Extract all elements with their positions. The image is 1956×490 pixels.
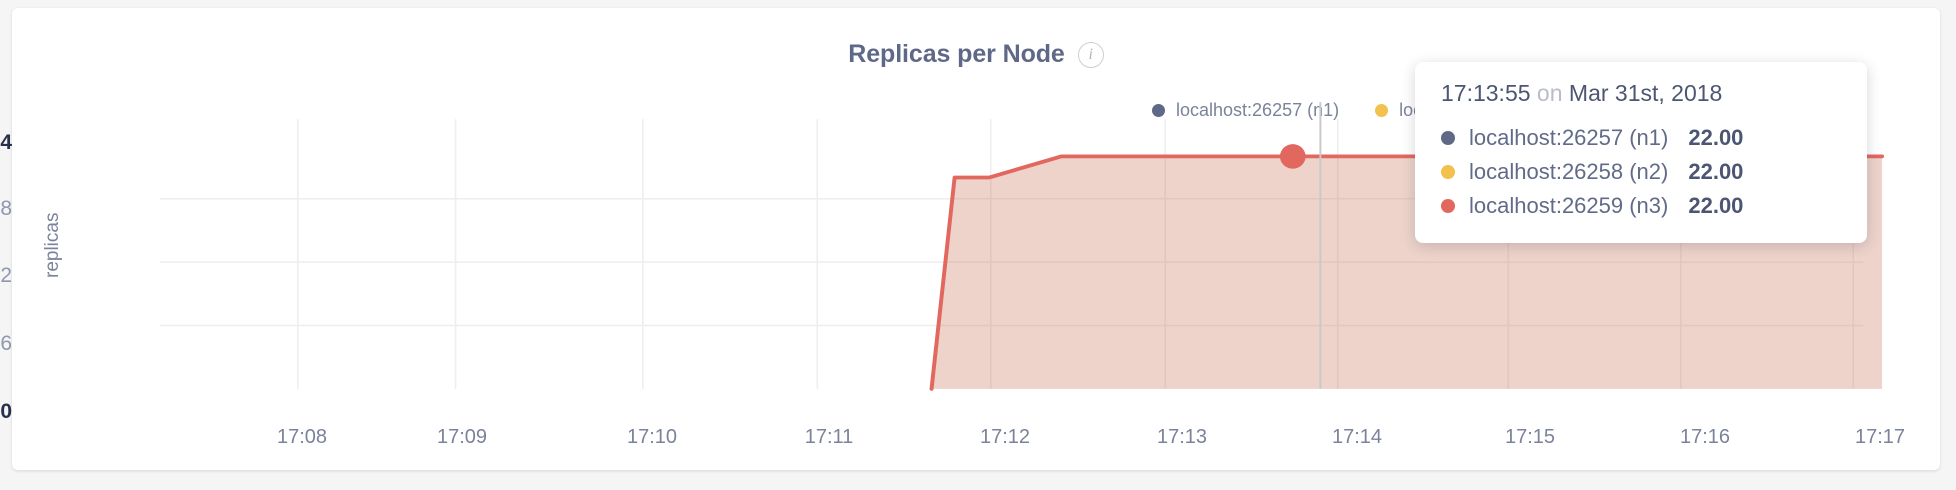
chart-card: Replicas per Node i localhost:26257 (n1)… [0, 8, 1940, 470]
y-axis-tick-1: 18 [0, 197, 12, 220]
y-axis-tick-4: 0 [0, 400, 12, 423]
tooltip-series-value: 22.00 [1688, 193, 1744, 218]
legend-item-1[interactable]: localhost:26257 (n1) [1152, 100, 1339, 121]
tooltip-series-value: 22.00 [1688, 159, 1744, 184]
x-axis-tick-7: 17:15 [1504, 426, 1556, 448]
x-axis-tick-4: 17:12 [979, 426, 1031, 448]
x-axis-tick-8: 17:16 [1679, 426, 1731, 448]
tooltip-header: 17:13:55 on Mar 31st, 2018 [1441, 80, 1841, 107]
highlighted-data-point[interactable] [1279, 144, 1306, 169]
tooltip-on-word: on [1536, 80, 1563, 106]
tooltip-series-name: localhost:26259 (n3) [1469, 193, 1669, 218]
x-axis-tick-3: 17:11 [804, 426, 854, 448]
legend-color-dot [1152, 104, 1165, 117]
tooltip-series-name: localhost:26258 (n2) [1469, 159, 1669, 184]
legend-color-dot [1375, 104, 1389, 117]
y-axis-label: replicas [42, 212, 63, 278]
chart-header: Replicas per Node i [12, 40, 1940, 69]
hover-tooltip: 17:13:55 on Mar 31st, 2018 localhost:262… [1415, 62, 1867, 243]
tooltip-series-value: 22.00 [1688, 125, 1744, 150]
x-axis-tick-5: 17:13 [1156, 426, 1208, 448]
tooltip-series-name: localhost:26257 (n1) [1469, 125, 1669, 150]
y-axis-tick-2: 12 [0, 264, 12, 287]
page-title: Replicas per Node [848, 40, 1065, 68]
tooltip-row: localhost:26258 (n2) 22.00 [1441, 155, 1841, 189]
info-icon[interactable]: i [1077, 41, 1104, 68]
tooltip-date: Mar 31st, 2018 [1568, 80, 1723, 106]
x-axis-tick-0: 17:08 [276, 426, 328, 448]
x-axis-tick-6: 17:14 [1331, 426, 1383, 448]
y-axis-tick-3: 6 [0, 332, 12, 355]
y-axis-tick-0: 24 [0, 131, 12, 154]
legend-item-label: localhost:26257 (n1) [1176, 100, 1340, 120]
tooltip-color-dot [1441, 131, 1455, 145]
x-axis-tick-9: 17:17 [1854, 426, 1906, 448]
x-axis-tick-1: 17:09 [436, 426, 488, 448]
tooltip-color-dot [1441, 199, 1455, 213]
tooltip-row: localhost:26257 (n1) 22.00 [1441, 121, 1841, 155]
x-axis-tick-2: 17:10 [626, 426, 678, 448]
tooltip-time: 17:13:55 [1441, 80, 1531, 106]
tooltip-color-dot [1441, 165, 1455, 179]
tooltip-row: localhost:26259 (n3) 22.00 [1441, 189, 1841, 223]
